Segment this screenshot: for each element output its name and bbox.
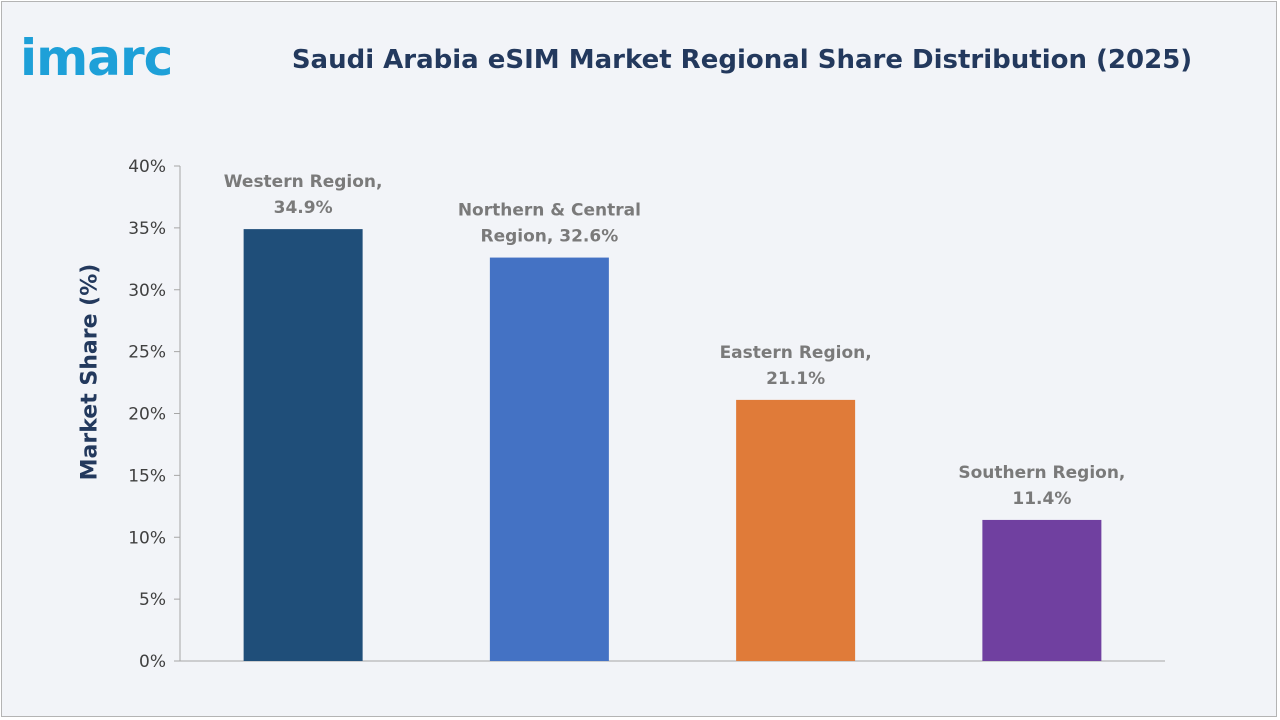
y-tick-label: 15%	[128, 466, 166, 486]
data-label-3: Eastern Region,	[720, 343, 872, 363]
y-tick-label: 35%	[128, 219, 166, 239]
y-tick-label: 20%	[128, 405, 166, 425]
logo-text: imarc	[20, 29, 173, 87]
data-label-1: 34.9%	[274, 198, 333, 218]
bar-2	[489, 257, 609, 661]
y-tick-label: 10%	[128, 528, 166, 548]
data-label-3: 21.1%	[766, 369, 825, 389]
bar-3	[736, 399, 856, 661]
data-label-2: Northern & Central	[458, 201, 641, 221]
chart-title: Saudi Arabia eSIM Market Regional Share …	[291, 45, 1193, 75]
y-tick-label: 30%	[128, 281, 166, 301]
y-tick-label: 25%	[128, 343, 166, 363]
imarc-logo: imarc	[20, 18, 173, 88]
data-label-2: Region, 32.6%	[480, 227, 618, 247]
data-label-1: Western Region,	[224, 172, 383, 192]
bar-1	[243, 229, 363, 662]
y-tick-label: 5%	[139, 590, 166, 610]
bar-4	[982, 519, 1102, 661]
data-label-4: 11.4%	[1012, 489, 1071, 509]
data-label-4: Southern Region,	[958, 463, 1125, 483]
y-tick-label: 0%	[139, 652, 166, 672]
y-tick-label: 40%	[128, 157, 166, 177]
